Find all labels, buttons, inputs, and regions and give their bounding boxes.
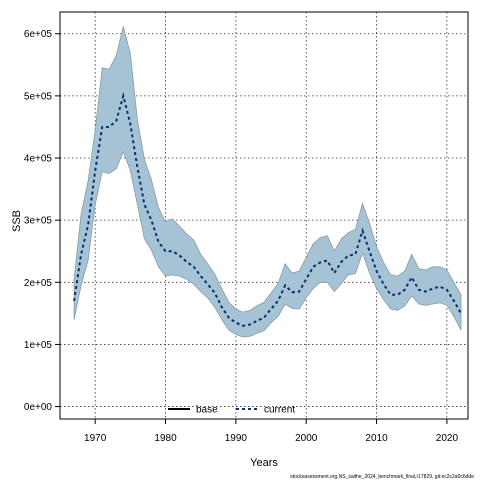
legend: base current <box>168 405 295 416</box>
y-tick-label: 3e+05 <box>24 216 53 227</box>
y-axis: 0e+00 1e+05 2e+05 3e+05 4e+05 5e+05 6e+05 <box>24 29 60 413</box>
footnote: stockassessment.org,NS_saithe_2024_bench… <box>290 474 474 480</box>
legend-label-base: base <box>196 405 218 416</box>
x-tick-label: 1980 <box>154 433 177 444</box>
y-tick-label: 1e+05 <box>24 340 53 351</box>
plot-frame <box>59 11 469 420</box>
x-tick-label: 2010 <box>365 433 388 444</box>
x-tick-label: 2020 <box>436 433 459 444</box>
x-tick-label: 2000 <box>295 433 318 444</box>
y-axis-title: SSB <box>11 210 23 232</box>
x-axis-title: Years <box>250 457 278 469</box>
x-tick-label: 1990 <box>225 433 248 444</box>
confidence-band <box>73 26 462 338</box>
x-axis: 1970 1980 1990 2000 2010 2020 <box>84 419 458 444</box>
ci-band-current <box>73 26 462 338</box>
y-tick-label: 5e+05 <box>24 91 53 102</box>
x-tick-label: 1970 <box>84 433 107 444</box>
y-tick-label: 6e+05 <box>24 29 53 40</box>
y-tick-label: 4e+05 <box>24 154 53 165</box>
y-tick-label: 0e+00 <box>24 402 53 413</box>
y-tick-label: 2e+05 <box>24 278 53 289</box>
legend-label-current: current <box>264 405 295 416</box>
